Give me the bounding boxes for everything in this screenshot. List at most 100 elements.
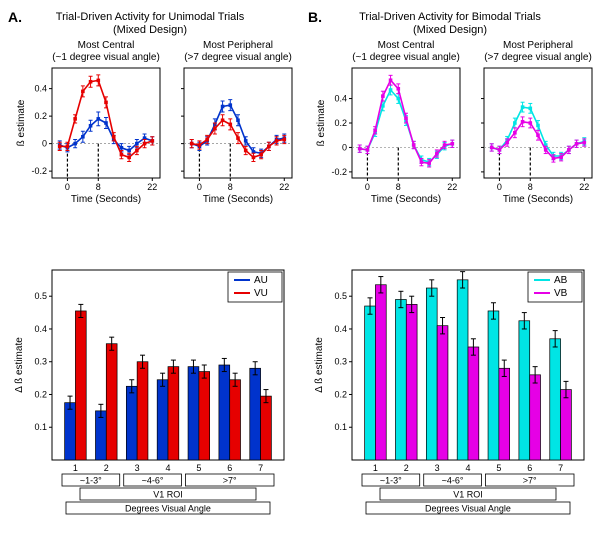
series-marker	[267, 145, 271, 149]
series-marker	[396, 87, 400, 91]
xtick-label: 8	[528, 182, 533, 192]
xtick-label: 8	[228, 182, 233, 192]
roi-group-label: >7°	[523, 476, 537, 486]
series-marker	[190, 142, 194, 146]
bar	[95, 411, 106, 460]
series-marker	[120, 153, 124, 157]
series-marker	[435, 152, 439, 156]
xtick-label: 0	[365, 182, 370, 192]
xtick-label: 2	[104, 463, 109, 473]
series-marker	[559, 155, 563, 159]
xtick-label: 0	[65, 182, 70, 192]
panel-letter: B.	[308, 9, 322, 25]
figure-root: A.Trial-Driven Activity for Unimodal Tri…	[0, 0, 600, 540]
roi-group-label: ~4-6°	[442, 476, 464, 486]
bar	[137, 362, 148, 460]
subplot-title: Most Peripheral	[203, 40, 273, 51]
dva-label: Degrees Visual Angle	[425, 504, 511, 514]
series-marker	[58, 145, 62, 149]
bar	[168, 367, 179, 460]
bar	[457, 280, 468, 460]
series-marker	[221, 105, 225, 109]
ytick-label: 0.3	[34, 357, 47, 367]
roi-group-label: ~4-6°	[142, 476, 164, 486]
series-marker	[490, 146, 494, 150]
subplot-title: Most Central	[78, 40, 135, 51]
dva-label: Degrees Visual Angle	[125, 504, 211, 514]
bar	[188, 367, 199, 460]
series-marker	[73, 142, 77, 146]
series-marker	[366, 148, 370, 152]
series-marker	[143, 142, 147, 146]
subplot-subtitle: (~1 degree visual angle)	[52, 52, 160, 63]
ytick-label: 0	[342, 142, 347, 152]
ytick-label: 0.3	[334, 357, 347, 367]
ytick-label: 0.5	[334, 291, 347, 301]
ytick-label: 0.4	[34, 84, 47, 94]
legend-label: VU	[254, 288, 268, 299]
bar	[230, 380, 241, 460]
series-marker	[221, 118, 225, 122]
series-marker	[521, 120, 525, 124]
xtick-label: 1	[73, 463, 78, 473]
series-marker	[427, 162, 431, 166]
y-axis-label: Δ ß estimate	[14, 337, 25, 393]
x-axis-label: Time (Seconds)	[71, 194, 141, 205]
series-marker	[127, 156, 131, 160]
ytick-label: 0.2	[334, 389, 347, 399]
series-marker	[127, 149, 131, 153]
subplot-subtitle: (~1 degree visual angle)	[352, 52, 460, 63]
bar	[499, 368, 510, 460]
ytick-label: -0.2	[331, 167, 347, 177]
series-marker	[205, 138, 209, 142]
bar	[365, 306, 376, 460]
series-marker	[89, 80, 93, 84]
series-marker	[536, 124, 540, 128]
ytick-label: 0.2	[34, 389, 47, 399]
ytick-label: 0	[42, 139, 47, 149]
series-marker	[104, 101, 108, 105]
series-marker	[213, 127, 217, 131]
bar	[157, 380, 168, 460]
y-axis-label: ß estimate	[16, 99, 27, 146]
series-marker	[498, 148, 502, 152]
series-marker	[228, 103, 232, 107]
series-marker	[66, 145, 70, 149]
y-axis-label: ß estimate	[316, 99, 327, 146]
series-marker	[150, 139, 154, 143]
legend-label: AU	[254, 275, 268, 286]
series-marker	[513, 121, 517, 125]
roi-group-label: ~1-3°	[80, 476, 102, 486]
bar	[550, 339, 561, 460]
series-marker	[528, 121, 532, 125]
series-marker	[104, 121, 108, 125]
ytick-label: 0.4	[34, 324, 47, 334]
xtick-label: 6	[527, 463, 532, 473]
series-marker	[244, 139, 248, 143]
bar	[519, 321, 530, 460]
x-axis-label: Time (Seconds)	[503, 194, 573, 205]
series-marker	[81, 90, 85, 94]
bar	[406, 304, 417, 460]
ytick-label: 0.4	[334, 324, 347, 334]
subplot-subtitle: (>7 degree visual angle)	[484, 52, 592, 63]
series-marker	[252, 156, 256, 160]
series-marker	[389, 78, 393, 82]
series-marker	[275, 139, 279, 143]
series-marker	[521, 105, 525, 109]
series-marker	[358, 147, 362, 151]
series-marker	[552, 157, 556, 161]
series-marker	[420, 160, 424, 164]
series-marker	[282, 138, 286, 142]
xtick-label: 3	[135, 463, 140, 473]
xtick-label: 22	[147, 182, 157, 192]
bar	[75, 311, 86, 460]
ytick-label: 0.2	[334, 118, 347, 128]
series-marker	[135, 149, 139, 153]
series-marker	[389, 88, 393, 92]
ytick-label: 0.2	[34, 111, 47, 121]
bar	[65, 403, 76, 460]
ytick-label: 0.5	[34, 291, 47, 301]
xtick-label: 8	[96, 182, 101, 192]
series-marker	[567, 148, 571, 152]
